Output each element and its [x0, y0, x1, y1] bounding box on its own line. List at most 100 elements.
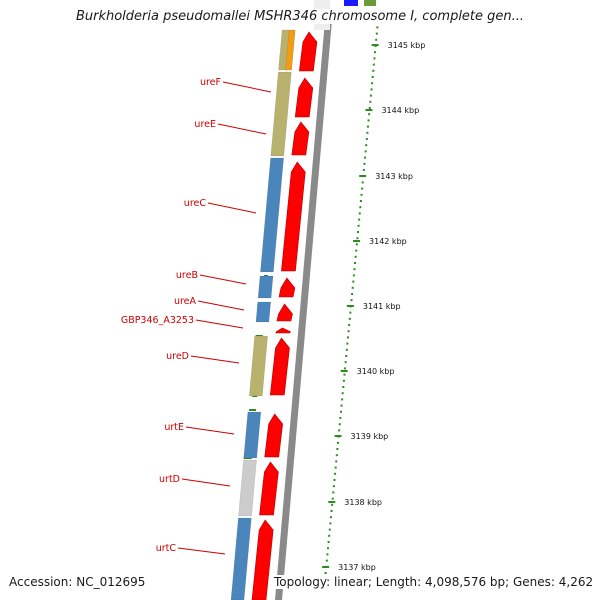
category-band-segment	[230, 517, 252, 600]
category-band-segment	[255, 301, 271, 323]
gene-label-ured: ureD	[166, 351, 189, 362]
map-title: Burkholderia pseudomallei MSHR346 chromo…	[0, 9, 600, 24]
gc-dot	[358, 212, 361, 215]
gc-dot	[367, 119, 370, 122]
gc-dot	[326, 553, 329, 556]
gene-label-uref: ureF	[200, 77, 221, 88]
gc-dot	[329, 522, 332, 525]
category-band-segment	[257, 275, 274, 299]
gc-dot	[351, 293, 354, 295]
cds-arrow	[281, 161, 306, 272]
gc-dot	[331, 503, 334, 506]
gc-dot	[359, 200, 362, 202]
gc-dot	[336, 448, 339, 450]
gc-dot	[364, 156, 367, 159]
gc-dot	[339, 410, 342, 413]
gc-dot	[334, 466, 337, 469]
gc-dot	[368, 113, 371, 116]
gene-label-urtd: urtD	[159, 474, 180, 485]
gc-dot	[375, 38, 378, 41]
gc-dot	[348, 324, 351, 326]
gene-leader-line	[195, 319, 244, 329]
gc-dot	[360, 193, 363, 196]
gc-dot	[348, 317, 351, 320]
gene-leader-line	[222, 81, 272, 93]
gc-dot	[362, 169, 365, 171]
gc-dot	[332, 491, 335, 494]
gene-label-uree: ureE	[194, 119, 216, 130]
kbp-label: 3144 kbp	[381, 106, 419, 115]
gc-dot	[366, 125, 369, 128]
genome-info-label: Topology: linear; Length: 4,098,576 bp; …	[272, 575, 594, 589]
gc-dot	[361, 181, 364, 184]
gc-dot	[355, 249, 358, 252]
gene-leader-line	[199, 274, 247, 285]
cds-arrow	[269, 337, 290, 396]
gc-dot	[355, 243, 358, 246]
gc-dot	[356, 237, 359, 240]
cds-arrow	[276, 303, 293, 322]
gc-dot	[328, 528, 331, 531]
gc-dot	[371, 82, 374, 85]
gc-dot	[365, 138, 368, 140]
gene-label-urec: ureC	[184, 198, 207, 209]
category-band-segment	[243, 411, 262, 459]
kbp-label: 3145 kbp	[388, 41, 426, 50]
cds-arrow	[275, 327, 291, 334]
gene-label-urte: urtE	[164, 422, 184, 433]
gene-leader-line	[181, 478, 231, 487]
gc-dot	[375, 32, 378, 35]
gc-dot	[346, 336, 349, 339]
gc-dot	[376, 26, 379, 29]
backbone-line	[275, 20, 332, 600]
gc-dot	[353, 268, 356, 271]
cds-arrow	[278, 277, 296, 298]
cds-arrow	[259, 461, 279, 516]
gc-dot	[372, 69, 375, 72]
kbp-label: 3140 kbp	[357, 367, 395, 376]
gc-dot	[345, 355, 348, 357]
category-band-segment	[249, 335, 268, 397]
gene-label-urtc: urtC	[156, 543, 177, 554]
gc-dot	[333, 479, 336, 481]
kbp-label: 3141 kbp	[363, 302, 401, 311]
gene-leader-line	[190, 355, 240, 364]
gc-dot	[374, 51, 377, 54]
gc-dot	[342, 386, 345, 388]
category-band-segment	[270, 71, 292, 157]
gc-dot	[340, 404, 343, 407]
gc-dot	[371, 76, 374, 78]
gc-dot	[341, 398, 344, 401]
gene-leader-line	[185, 426, 235, 435]
gc-dot	[373, 57, 376, 60]
gc-dot	[327, 547, 330, 550]
top-green-block	[364, 0, 376, 6]
gc-dot	[365, 144, 368, 147]
cds-arrow	[251, 519, 274, 600]
gc-dot	[352, 274, 355, 277]
gc-dot	[351, 286, 354, 289]
gc-dot	[368, 107, 371, 109]
gc-dot	[325, 559, 328, 562]
gc-dot	[338, 423, 341, 426]
gc-dot	[356, 231, 359, 233]
gc-dot	[330, 510, 333, 512]
gc-dot	[338, 429, 341, 432]
gc-dot	[359, 206, 362, 209]
category-band-segment	[285, 29, 296, 71]
gc-dot	[350, 299, 353, 302]
gene-leader-line	[177, 547, 226, 555]
kbp-label: 3137 kbp	[338, 563, 376, 572]
gc-dot	[345, 348, 348, 351]
gc-dot	[332, 485, 335, 488]
gene-leader-line	[217, 123, 267, 135]
gene-label-urea: ureA	[174, 296, 197, 307]
kbp-label: 3138 kbp	[344, 498, 382, 507]
gc-dot	[354, 255, 357, 258]
gc-dot	[335, 460, 338, 463]
gc-dot	[361, 187, 364, 190]
gene-leader-line	[207, 202, 257, 214]
gc-dot	[349, 311, 352, 314]
gc-dot	[364, 150, 367, 153]
